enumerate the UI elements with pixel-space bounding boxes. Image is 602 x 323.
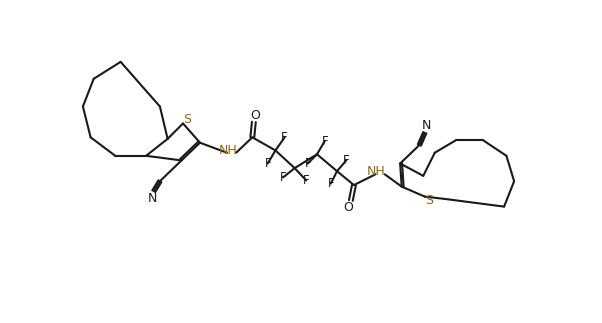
Text: F: F bbox=[343, 154, 350, 167]
Text: F: F bbox=[321, 135, 328, 148]
Text: N: N bbox=[421, 119, 431, 132]
Text: O: O bbox=[344, 201, 353, 214]
Text: F: F bbox=[281, 131, 288, 144]
Text: O: O bbox=[250, 109, 260, 122]
Text: F: F bbox=[327, 177, 334, 190]
Text: NH: NH bbox=[219, 144, 237, 157]
Text: F: F bbox=[264, 157, 271, 170]
Text: NH: NH bbox=[367, 165, 386, 179]
Text: F: F bbox=[303, 174, 309, 187]
Text: F: F bbox=[280, 171, 287, 184]
Text: S: S bbox=[424, 194, 433, 207]
Text: F: F bbox=[305, 157, 311, 170]
Text: S: S bbox=[183, 113, 191, 126]
Text: N: N bbox=[147, 193, 157, 205]
